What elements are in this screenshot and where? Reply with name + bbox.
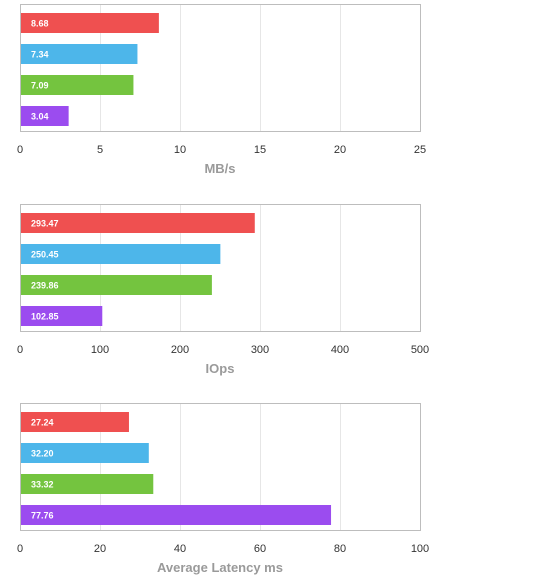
data-label: 250.45 xyxy=(31,250,59,260)
bar-3 xyxy=(21,474,154,494)
tick-label: 0 xyxy=(17,543,23,555)
data-label: 33.32 xyxy=(31,480,54,490)
bar-4 xyxy=(21,106,69,126)
tick-label: 40 xyxy=(174,543,186,555)
tick-label: 15 xyxy=(254,144,266,156)
data-label: 77.76 xyxy=(31,511,54,521)
bar-1 xyxy=(21,13,159,33)
x-axis-label: IOps xyxy=(206,361,235,376)
tick-label: 25 xyxy=(414,144,426,156)
tick-label: 20 xyxy=(94,543,106,555)
tick-label: 300 xyxy=(251,344,269,356)
bar-2 xyxy=(21,244,221,264)
bar-1 xyxy=(21,412,129,432)
chart-2: 0 100 200 300 400 500 293.47 250.45 239.86 102.85… xyxy=(17,204,429,376)
chart-3: 0 20 40 60 80 100 27.24 32.20 33.32 77.76 Average … xyxy=(17,403,429,575)
tick-label: 200 xyxy=(171,344,189,356)
data-label: 239.86 xyxy=(31,281,59,291)
tick-label: 60 xyxy=(254,543,266,555)
bar-3 xyxy=(21,275,212,295)
chart-1: 0 5 10 15 20 25 8.68 7.34 7.09 3.04 MB/s xyxy=(17,4,426,176)
tick-label: 80 xyxy=(334,543,346,555)
tick-label: 10 xyxy=(174,144,186,156)
bar-2 xyxy=(21,44,138,64)
tick-label: 0 xyxy=(17,144,23,156)
bar-3 xyxy=(21,75,134,95)
data-label: 32.20 xyxy=(31,449,54,459)
bar-2 xyxy=(21,443,149,463)
bar-4 xyxy=(21,306,103,326)
bar-1 xyxy=(21,213,255,233)
data-label: 8.68 xyxy=(31,19,49,29)
data-label: 293.47 xyxy=(31,219,59,229)
tick-label: 0 xyxy=(17,344,23,356)
x-axis-label: Average Latency ms xyxy=(157,560,283,575)
data-label: 7.09 xyxy=(31,81,49,91)
tick-label: 100 xyxy=(91,344,109,356)
tick-label: 100 xyxy=(411,543,429,555)
tick-label: 500 xyxy=(411,344,429,356)
data-label: 102.85 xyxy=(31,312,59,322)
tick-label: 20 xyxy=(334,144,346,156)
bar-4 xyxy=(21,505,332,525)
data-label: 3.04 xyxy=(31,112,49,122)
data-label: 27.24 xyxy=(31,418,54,428)
data-label: 7.34 xyxy=(31,50,49,60)
tick-label: 5 xyxy=(97,144,103,156)
x-axis-label: MB/s xyxy=(204,161,235,176)
tick-label: 400 xyxy=(331,344,349,356)
